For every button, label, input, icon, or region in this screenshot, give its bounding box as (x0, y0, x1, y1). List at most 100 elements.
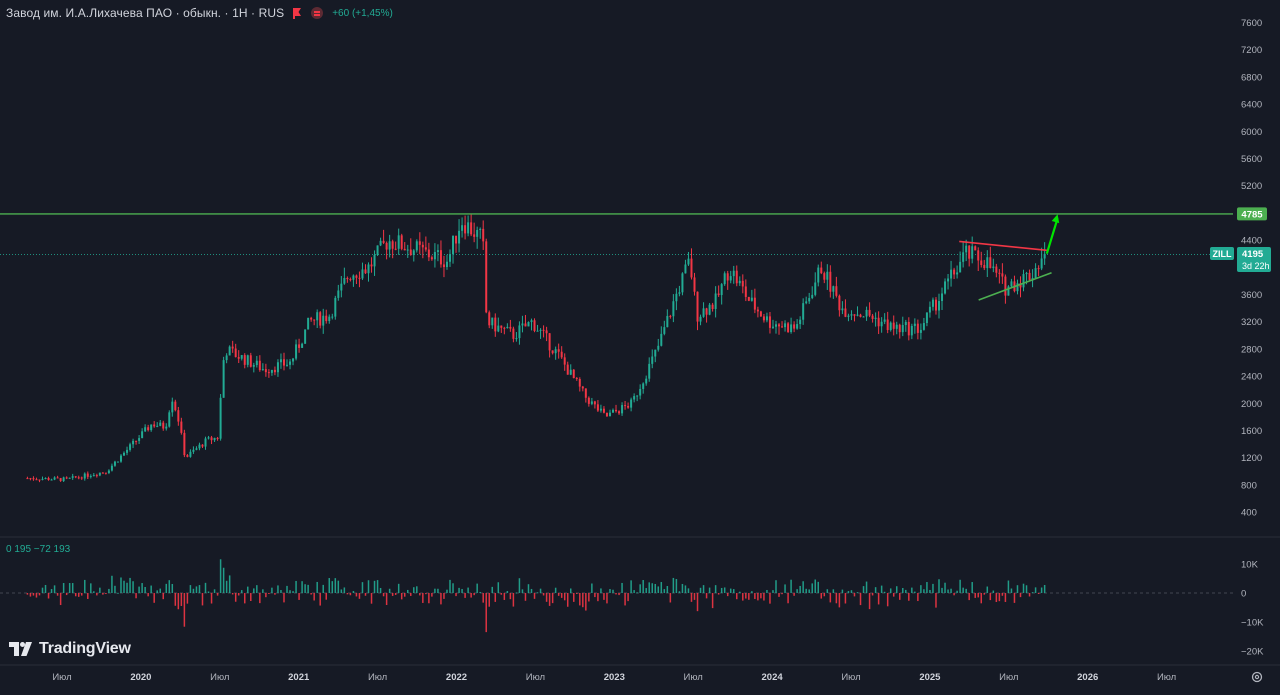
candle-body (1034, 268, 1037, 279)
candle-body (765, 316, 768, 321)
candle-body (68, 477, 71, 479)
candle-body (904, 321, 907, 326)
volume-bar (295, 580, 297, 593)
volume-bar (126, 582, 128, 593)
volume-tick-label: −20K (1241, 647, 1264, 658)
candle-body (790, 324, 793, 333)
candle-body (183, 432, 186, 456)
volume-bar (500, 593, 503, 595)
candle-body (222, 360, 225, 398)
volume-bar (105, 593, 107, 595)
time-axis-label: Июл (210, 672, 229, 683)
candle-body (648, 363, 651, 379)
volume-bar (796, 589, 798, 593)
candle-body (690, 258, 693, 278)
volume-bar (364, 593, 367, 596)
volume-bar (319, 593, 321, 606)
candle-body (657, 345, 660, 350)
settings-gear-icon[interactable] (1250, 670, 1264, 684)
volume-bar (908, 593, 910, 601)
candle-body (823, 273, 826, 280)
volume-bar (464, 593, 466, 598)
volume-bar (132, 581, 134, 593)
price-tick-label: 2000 (1241, 399, 1262, 410)
ticker-badge-label: ZILL (1213, 249, 1232, 259)
volume-bar (723, 587, 726, 593)
candle-body (723, 273, 726, 285)
tradingview-logo-icon (9, 642, 32, 656)
time-axis-label: 2025 (919, 672, 941, 683)
volume-bar (769, 593, 771, 604)
red-flag-icon[interactable] (291, 7, 303, 19)
volume-axis: 10K 0 −10K −20K (1241, 560, 1264, 658)
volume-bar (880, 585, 883, 593)
grid (0, 254, 1280, 594)
volume-bar (726, 593, 729, 597)
candle-body (171, 401, 174, 413)
candle-body (304, 329, 307, 344)
volume-bar (895, 586, 898, 593)
price-tick-label: 2400 (1241, 372, 1262, 383)
volume-bar (1001, 593, 1004, 596)
candle-body (793, 324, 796, 329)
candle-body (62, 477, 65, 481)
volume-bar (536, 592, 539, 594)
candle-body (593, 401, 596, 405)
volume-bar (328, 578, 331, 593)
volume-bar (853, 593, 856, 597)
volume-bar (950, 588, 952, 593)
volume-bar (337, 580, 340, 593)
price-tick-label: 6800 (1241, 72, 1262, 83)
volume-bar (68, 583, 71, 593)
candle-body (485, 241, 488, 313)
symbol-title[interactable]: Завод им. И.А.Лихачева ПАО · обыкн. · 1Н… (6, 6, 285, 20)
volume-bar (234, 593, 237, 602)
candle-body (741, 280, 744, 287)
candle-body (1007, 286, 1010, 296)
volume-bar (222, 567, 225, 593)
candle-body (666, 315, 669, 328)
volume-tick-label: 0 (1241, 589, 1246, 600)
candle-body (252, 365, 255, 367)
candle-body (59, 478, 62, 481)
candle-body (156, 425, 159, 427)
volume-bar (518, 578, 521, 593)
volume-bar (325, 593, 327, 600)
candle-body (461, 225, 464, 231)
volume-bar (138, 586, 140, 593)
volume-bar (588, 593, 590, 602)
candle-body (497, 325, 500, 332)
candle-body (276, 362, 279, 373)
candle-body (539, 329, 542, 331)
candle-body (439, 250, 442, 265)
volume-bar (929, 589, 931, 593)
time-axis-label: Июл (841, 672, 860, 683)
minus-circle-icon[interactable] (311, 7, 324, 19)
volume-bar (838, 593, 841, 608)
volume-bar (373, 580, 376, 593)
volume-bars (26, 559, 1046, 633)
time-axis-label: Июл (684, 672, 703, 683)
volume-bar (663, 589, 666, 593)
candle-body (141, 431, 144, 439)
volume-bar (331, 581, 334, 593)
candle-body (213, 437, 216, 441)
candle-body (364, 269, 367, 274)
volume-bar (147, 593, 149, 597)
volume-bar (449, 579, 451, 593)
candle-body (204, 438, 207, 447)
candle-body (116, 461, 119, 463)
tradingview-logo[interactable]: TradingView (9, 640, 131, 658)
volume-bar (560, 593, 563, 598)
candle-body (295, 344, 298, 359)
price-tick-label: 4400 (1241, 236, 1262, 247)
candle-body (916, 323, 919, 333)
volume-bar (790, 579, 792, 593)
volume-bar (618, 593, 620, 596)
price-tick-label: 7200 (1241, 45, 1262, 56)
volume-bar (388, 588, 391, 593)
volume-bar (799, 585, 801, 593)
candle-body (956, 272, 959, 275)
volume-bar (506, 590, 509, 593)
